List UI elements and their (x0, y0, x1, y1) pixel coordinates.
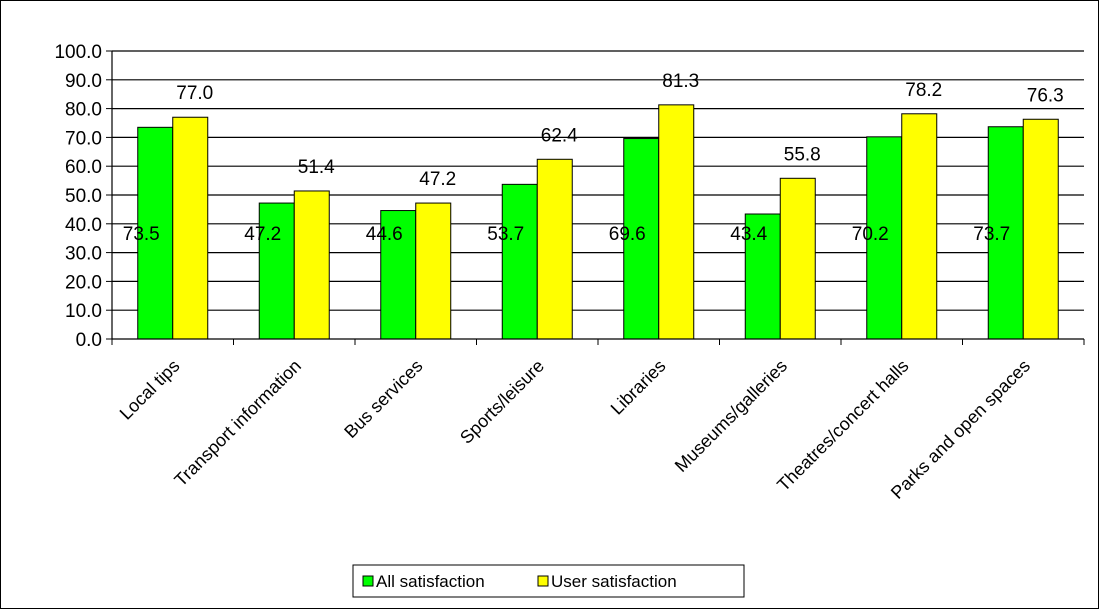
bar-user-satisfaction (536, 158, 573, 340)
bar-user-satisfaction (1022, 118, 1059, 340)
data-label: 47.2 (419, 169, 456, 190)
bar-all-satisfaction (258, 202, 295, 340)
data-label: 51.4 (298, 157, 335, 178)
bar-user-satisfaction (658, 104, 695, 340)
data-label: 62.4 (541, 125, 578, 146)
bar-user-satisfaction (293, 190, 330, 340)
bar-user-satisfaction (779, 177, 816, 340)
y-tick-label: 80.0 (65, 100, 102, 121)
bar-user-satisfaction (901, 113, 938, 340)
data-label: 69.6 (609, 224, 646, 245)
data-label: 55.8 (784, 144, 821, 165)
data-label: 70.2 (852, 224, 889, 245)
data-label: 78.2 (905, 80, 942, 101)
y-tick-label: 100.0 (54, 42, 102, 63)
legend-label: All satisfaction (376, 572, 485, 591)
data-label: 76.3 (1027, 85, 1064, 106)
data-label: 73.5 (123, 224, 160, 245)
bar-all-satisfaction (137, 126, 174, 340)
legend-swatch-all (362, 575, 374, 587)
bar-all-satisfaction (987, 126, 1024, 340)
y-tick-label: 60.0 (65, 157, 102, 178)
bar-user-satisfaction (415, 202, 452, 340)
data-label: 47.2 (244, 224, 281, 245)
data-label: 44.6 (366, 224, 403, 245)
bar-user-satisfaction (172, 116, 209, 340)
bar-all-satisfaction (623, 138, 660, 340)
y-tick-label: 30.0 (65, 244, 102, 265)
y-tick-label: 0.0 (76, 330, 102, 351)
legend-swatch-user (537, 575, 549, 587)
data-label: 81.3 (662, 71, 699, 92)
y-tick-label: 10.0 (65, 301, 102, 322)
legend-label: User satisfaction (551, 572, 677, 591)
bar-all-satisfaction (744, 213, 781, 340)
y-tick-label: 90.0 (65, 71, 102, 92)
bar-all-satisfaction (501, 183, 538, 340)
data-label: 77.0 (176, 83, 213, 104)
y-tick-label: 70.0 (65, 128, 102, 149)
y-tick-label: 50.0 (65, 186, 102, 207)
data-label: 43.4 (730, 224, 767, 245)
data-label: 73.7 (973, 224, 1010, 245)
data-label: 53.7 (487, 224, 524, 245)
bar-all-satisfaction (380, 210, 417, 340)
data-labels-group: 73.5 77.0 47.2 51.4 44.6 47.2 53.7 62.4 69.6 81.3… (123, 71, 1064, 245)
y-tick-label: 40.0 (65, 215, 102, 236)
y-tick-label: 20.0 (65, 272, 102, 293)
bar-all-satisfaction (866, 136, 903, 340)
legend: All satisfaction User satisfaction (352, 564, 745, 598)
